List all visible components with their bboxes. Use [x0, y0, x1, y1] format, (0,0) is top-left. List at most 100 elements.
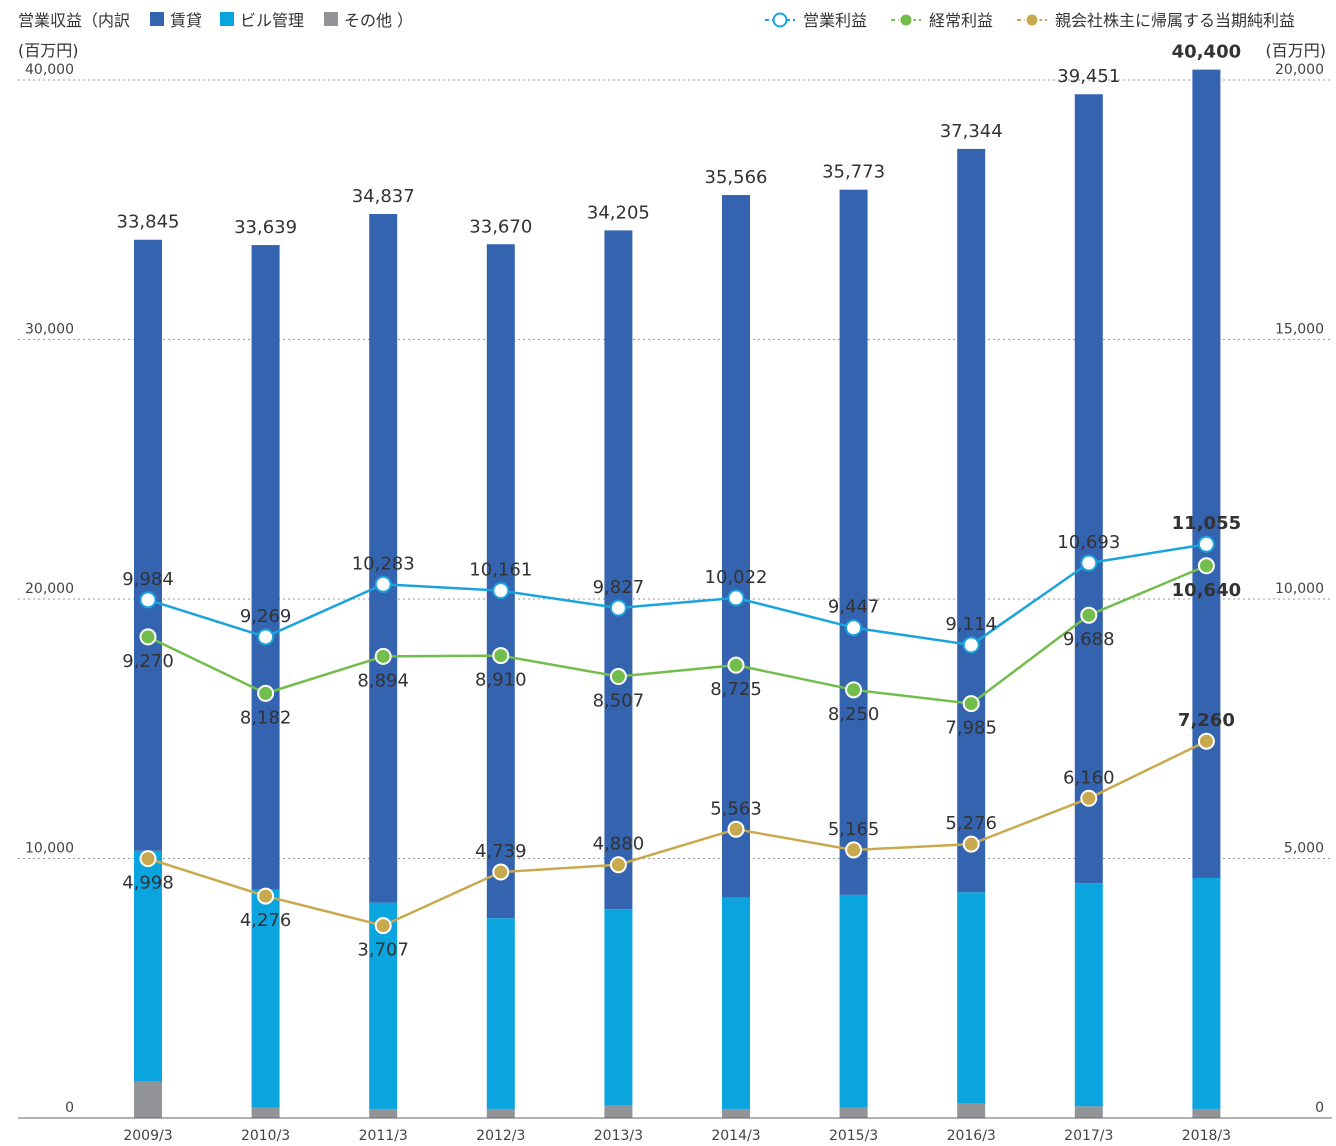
- bar-segment: [957, 148, 986, 893]
- line-point-label: 5,563: [710, 798, 762, 819]
- line-point: [1080, 606, 1098, 624]
- line-point-label: 9,270: [122, 651, 174, 672]
- line-point-label: 8,507: [593, 690, 645, 711]
- bar-segment: [369, 1108, 398, 1118]
- bar-segment: [134, 850, 162, 1082]
- y-left-tick-label: 20,000: [25, 581, 74, 597]
- line-point-label: 4,739: [475, 841, 527, 862]
- x-tick-label: 2018/3: [1182, 1128, 1231, 1144]
- line-point-label: 9,827: [593, 577, 645, 598]
- line-legend-label: 営業利益: [803, 11, 867, 30]
- x-tick-label: 2011/3: [359, 1128, 408, 1144]
- line-point-label: 10,283: [352, 553, 415, 574]
- line-point-label: 10,022: [705, 567, 768, 588]
- line-point: [374, 575, 392, 593]
- line-point-label: 9,688: [1063, 629, 1115, 650]
- line-point: [962, 695, 980, 713]
- bar-segment: [957, 892, 986, 1104]
- bar-segment: [839, 189, 868, 895]
- line-point-label: 4,276: [240, 910, 292, 931]
- bar-segment: [604, 230, 633, 910]
- line-point: [727, 820, 745, 838]
- line-point: [1197, 535, 1215, 553]
- bars: 33,845 33,639 34,837 33,670 34,205 35,566 35,7…: [117, 42, 1241, 1118]
- x-tick-label: 2009/3: [123, 1128, 172, 1144]
- line-point: [609, 856, 627, 874]
- labels: 9,984 9,269 10,283 10,161 9,827 10,022 9,447 9,…: [122, 513, 1241, 960]
- bar-segment: [604, 1105, 633, 1118]
- bar-segment: [369, 902, 398, 1109]
- bar-segment: [1192, 1108, 1221, 1118]
- line-point-label: 7,260: [1178, 710, 1235, 731]
- line-point-label: 9,984: [122, 569, 174, 590]
- x-tick-label: 2012/3: [476, 1128, 525, 1144]
- x-tick-label: 2016/3: [947, 1128, 996, 1144]
- line-point: [257, 887, 275, 905]
- bar-segment: [486, 244, 515, 919]
- line-point: [492, 863, 510, 881]
- bar-legend-label: その他: [344, 11, 392, 30]
- line-point: [609, 667, 627, 685]
- y-right-tick-label: 20,000: [1275, 62, 1324, 78]
- line-legend-marker: [1024, 12, 1040, 28]
- line-legend: 営業利益 経常利益 親会社株主に帰属する当期純利益: [765, 11, 1295, 30]
- line-point-label: 4,998: [122, 873, 174, 894]
- bar-total-label: 33,639: [234, 217, 297, 238]
- lines: [139, 535, 1215, 935]
- line-point: [962, 636, 980, 654]
- line-point: [139, 628, 157, 646]
- line-point-label: 10,693: [1057, 532, 1120, 553]
- line-point: [492, 582, 510, 600]
- gridlines: [18, 79, 1332, 859]
- left-legend-title: 営業収益（内訳: [18, 11, 130, 30]
- bar-total-label: 33,670: [469, 216, 532, 237]
- bar-segment: [722, 897, 750, 1109]
- line-point-label: 8,725: [710, 679, 762, 700]
- bar-segment: [251, 889, 280, 1108]
- x-tick-label: 2013/3: [594, 1128, 643, 1144]
- bar-segment: [1074, 1106, 1103, 1118]
- bar-segment: [251, 245, 280, 890]
- line-series: [147, 543, 1207, 647]
- bar-segment: [1074, 883, 1103, 1107]
- line-point-label: 8,894: [357, 670, 409, 691]
- line-point: [845, 681, 863, 699]
- bar-segment: [134, 239, 162, 851]
- bar-total-label: 35,773: [822, 162, 885, 183]
- bar-total-label: 33,845: [117, 212, 180, 233]
- line-legend-marker: [898, 12, 914, 28]
- line-legend-label: 親会社株主に帰属する当期純利益: [1055, 11, 1295, 30]
- line-point: [257, 628, 275, 646]
- line-point-label: 8,182: [240, 707, 292, 728]
- line-point: [727, 656, 745, 674]
- line-point: [374, 917, 392, 935]
- line-point: [492, 647, 510, 665]
- bar-segment: [722, 1108, 750, 1118]
- line-point-label: 11,055: [1172, 513, 1241, 534]
- y-right-tick-label: 5,000: [1284, 841, 1324, 857]
- y-right-tick-label: 0: [1315, 1100, 1324, 1116]
- bar-total-label: 35,566: [705, 167, 768, 188]
- bar-total-label: 34,837: [352, 186, 415, 207]
- line-series: [147, 564, 1207, 705]
- axes: 0 0 10,000 5,000 20,000 10,000 30,000 15,000 40,…: [18, 62, 1332, 1144]
- bar-total-label: 37,344: [940, 121, 1003, 142]
- y-left-tick-label: 10,000: [25, 841, 74, 857]
- bar-segment: [1192, 69, 1221, 878]
- line-point-label: 5,165: [828, 819, 880, 840]
- line-point: [139, 591, 157, 609]
- bar-segment: [604, 909, 633, 1106]
- bar-segment: [722, 195, 750, 898]
- line-point: [1080, 789, 1098, 807]
- bar-legend-swatch: [220, 12, 234, 26]
- bar-total-label: 34,205: [587, 202, 650, 223]
- bar-legend-label: ビル管理: [240, 11, 304, 30]
- x-tick-label: 2017/3: [1064, 1128, 1113, 1144]
- bar-segment: [486, 918, 515, 1109]
- bar-segment: [839, 1107, 868, 1118]
- bar-segment: [1074, 94, 1103, 884]
- left-axis-unit: (百万円): [18, 41, 79, 60]
- line-point: [845, 619, 863, 637]
- bar-segment: [839, 894, 868, 1108]
